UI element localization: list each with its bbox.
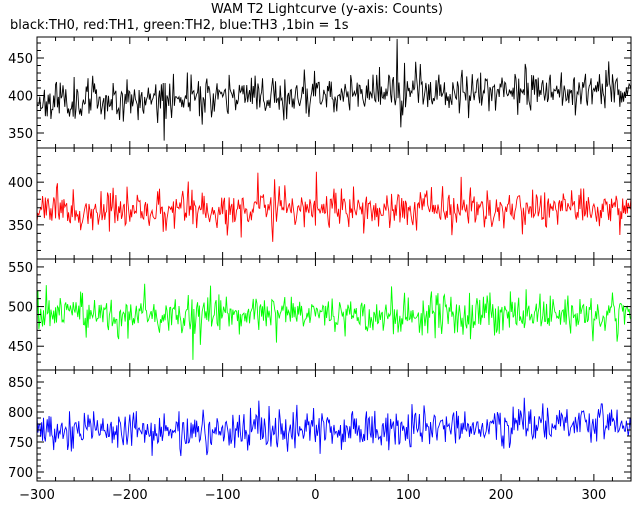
y-tick-label: 350 bbox=[8, 127, 33, 142]
y-tick-label: 400 bbox=[8, 176, 33, 191]
x-tick-label: 300 bbox=[581, 488, 606, 503]
y-tick-label: 800 bbox=[8, 406, 33, 421]
chart-subtitle: black:TH0, red:TH1, green:TH2, blue:TH3 … bbox=[10, 18, 349, 33]
y-tick-label: 850 bbox=[8, 376, 33, 391]
x-tick-label: 0 bbox=[311, 488, 319, 503]
y-tick-label: 500 bbox=[8, 301, 33, 316]
panels-group: 350 400 450 350 400 450 500 550 700 750 800 850 bbox=[8, 36, 632, 482]
y-tick-label: 550 bbox=[8, 261, 33, 276]
series-line-TH3 bbox=[37, 397, 631, 457]
y-tick-label: 400 bbox=[8, 90, 33, 105]
series-line-TH1 bbox=[37, 171, 631, 242]
x-tick-label: −200 bbox=[112, 488, 148, 503]
panel-TH3: 700 750 800 850 bbox=[8, 369, 632, 482]
x-tick-label: 200 bbox=[489, 488, 514, 503]
x-tick-label: −300 bbox=[19, 488, 55, 503]
y-tick-label: 700 bbox=[8, 466, 33, 481]
x-tick-label: −100 bbox=[205, 488, 241, 503]
panel-frame-TH2 bbox=[36, 258, 632, 371]
y-tick-label: 450 bbox=[8, 340, 33, 355]
y-tick-label: 350 bbox=[8, 219, 33, 234]
x-axis-tick-labels: −300 −200 −100 0 100 200 300 bbox=[19, 488, 606, 503]
panel-TH1: 350 400 bbox=[8, 147, 632, 260]
chart-title: WAM T2 Lightcurve (y-axis: Counts) bbox=[211, 2, 443, 17]
panel-TH0: 350 400 450 bbox=[8, 36, 632, 149]
series-line-TH2 bbox=[37, 283, 631, 360]
series-line-TH0 bbox=[37, 38, 631, 141]
panel-TH2: 450 500 550 bbox=[8, 258, 632, 371]
y-tick-label: 750 bbox=[8, 436, 33, 451]
panel-frame-TH1 bbox=[36, 147, 632, 260]
x-tick-label: 100 bbox=[396, 488, 421, 503]
y-tick-label: 450 bbox=[8, 52, 33, 67]
